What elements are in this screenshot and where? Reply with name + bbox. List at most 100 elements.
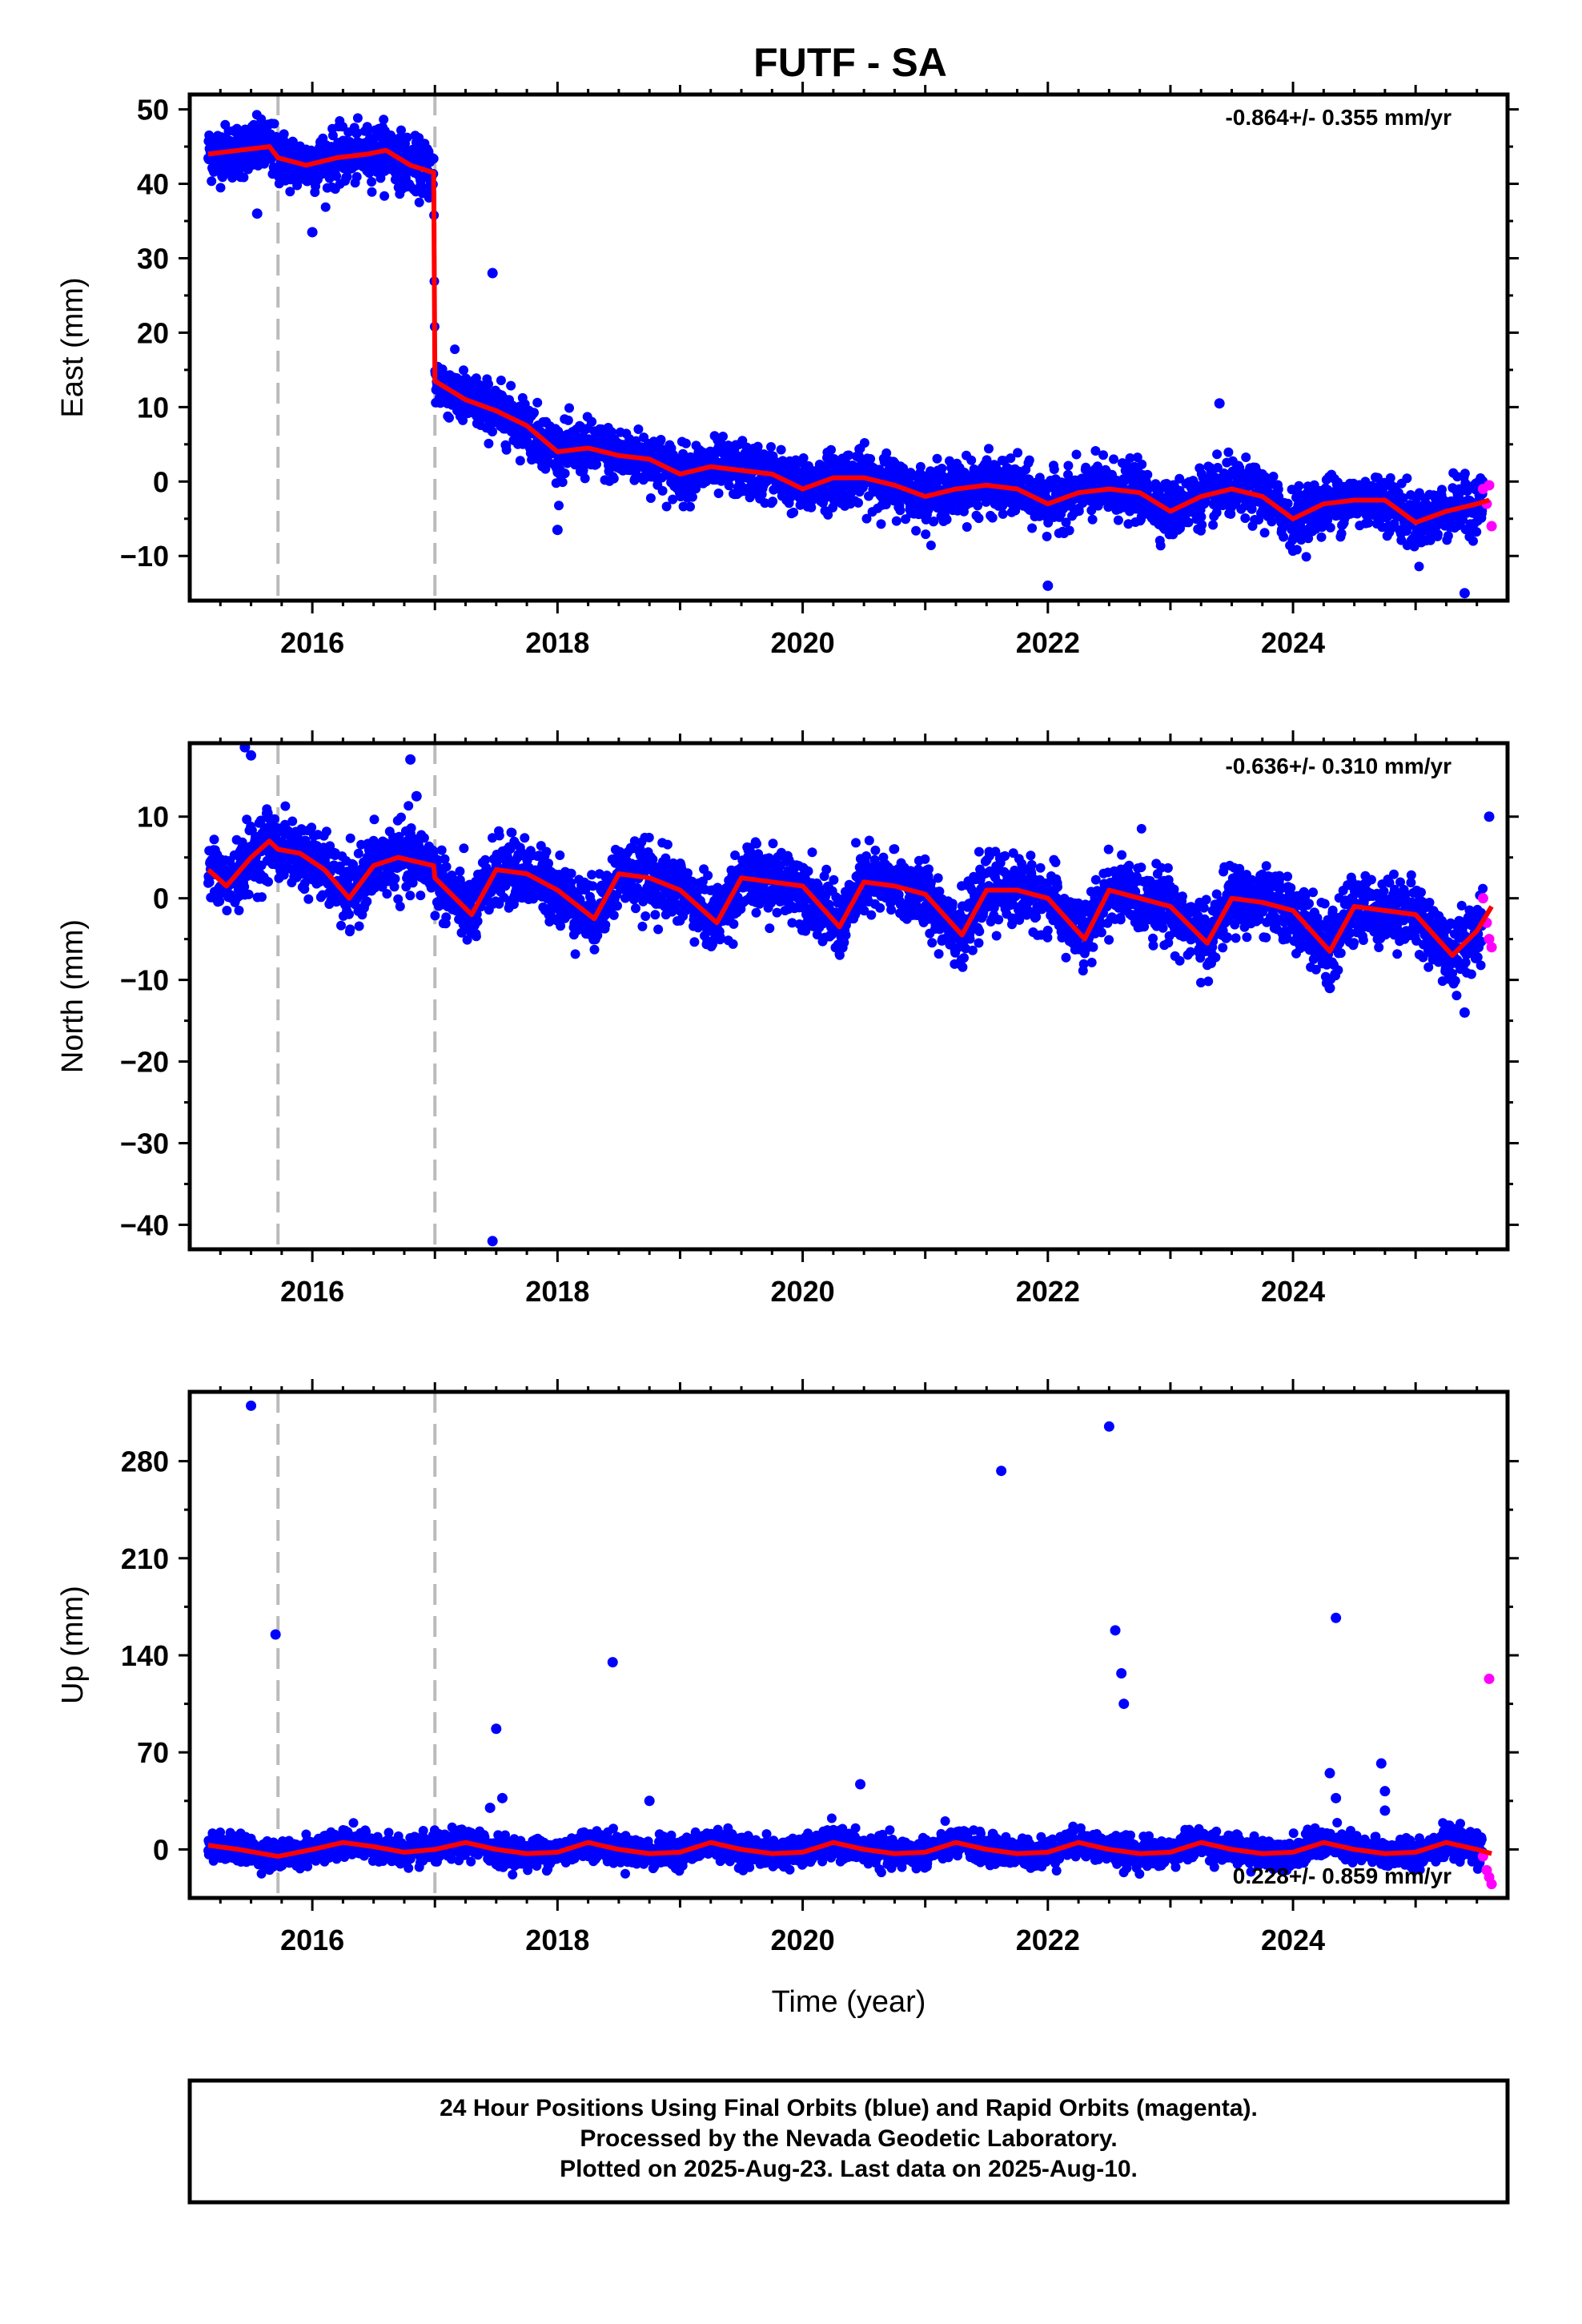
east-daily-point	[633, 424, 644, 434]
north-daily-point	[362, 896, 372, 907]
east-daily-point	[1294, 480, 1304, 491]
east-daily-point	[1174, 473, 1185, 484]
east-daily-point	[926, 541, 936, 550]
east-ytick-label: 0	[153, 465, 169, 498]
east-outlier-point	[487, 267, 498, 279]
east-daily-point	[1226, 509, 1236, 519]
north-daily-point	[263, 877, 273, 887]
east-daily-point	[444, 412, 454, 423]
east-daily-point	[390, 175, 400, 185]
east-daily-point	[874, 464, 885, 475]
north-daily-point	[416, 891, 426, 901]
east-daily-point	[1197, 520, 1207, 530]
east-daily-point	[685, 501, 695, 512]
east-daily-point	[1267, 517, 1277, 527]
east-daily-point	[921, 529, 931, 540]
east-daily-point	[560, 468, 570, 479]
east-daily-point	[1385, 472, 1395, 483]
north-daily-point	[321, 826, 331, 837]
east-daily-point	[798, 453, 809, 463]
north-plot-area	[203, 743, 1497, 1249]
east-ytick-label: 10	[137, 391, 169, 424]
east-daily-point	[1398, 493, 1408, 503]
east-daily-point	[1098, 450, 1108, 460]
east-daily-point	[1223, 447, 1234, 457]
east-daily-point	[1063, 460, 1074, 471]
east-daily-point	[766, 442, 776, 452]
east-daily-point	[563, 415, 573, 425]
east-daily-point	[823, 509, 833, 520]
east-daily-point	[1125, 453, 1135, 463]
east-daily-point	[1092, 461, 1102, 472]
east-daily-point	[973, 501, 983, 511]
east-daily-point	[1273, 485, 1283, 494]
east-daily-point	[942, 514, 952, 525]
east-daily-point	[379, 115, 389, 125]
east-daily-point	[1042, 531, 1052, 541]
east-outlier-point	[1214, 398, 1225, 409]
east-daily-point	[496, 376, 506, 385]
north-daily-point	[390, 874, 400, 884]
east-daily-point	[1087, 514, 1098, 525]
east-daily-point	[789, 507, 799, 517]
east-daily-point	[1155, 541, 1166, 551]
east-model-line	[207, 144, 1490, 525]
north-daily-point	[280, 801, 291, 811]
east-daily-point	[1142, 469, 1153, 480]
north-daily-point	[344, 909, 354, 919]
east-daily-point	[269, 119, 279, 129]
north-daily-point	[270, 814, 279, 824]
east-daily-point	[1027, 523, 1038, 533]
east-xtick-label: 2018	[525, 626, 589, 659]
east-rate-annotation: -0.864+/- 0.355 mm/yr	[1225, 105, 1452, 130]
east-daily-point	[1303, 533, 1314, 544]
east-daily-point	[1247, 504, 1257, 514]
east-outlier-point	[1042, 580, 1054, 591]
east-daily-point	[515, 456, 525, 466]
east-daily-point	[1024, 455, 1034, 465]
north-daily-point	[499, 892, 509, 903]
east-daily-point	[844, 450, 854, 460]
east-daily-point	[966, 455, 977, 465]
east-daily-point	[1402, 473, 1412, 484]
east-plot-area	[203, 94, 1497, 601]
figure-title: FUTF - SA	[753, 40, 947, 85]
north-daily-point	[408, 878, 418, 888]
east-daily-point	[553, 426, 564, 436]
north-daily-point	[222, 906, 232, 915]
east-daily-point	[1137, 459, 1147, 469]
east-daily-point	[974, 513, 984, 524]
east-outlier-point	[552, 525, 563, 536]
north-daily-point	[382, 889, 392, 899]
east-daily-point	[982, 455, 992, 465]
east-daily-point	[578, 464, 588, 475]
north-daily-point	[494, 830, 504, 841]
east-daily-point	[501, 444, 512, 455]
north-daily-point	[257, 892, 267, 903]
north-daily-point	[354, 921, 364, 931]
north-daily-point	[345, 833, 355, 843]
north-daily-point	[393, 894, 404, 904]
north-daily-point	[395, 901, 405, 911]
north-daily-point	[441, 912, 452, 923]
north-daily-point	[234, 905, 244, 915]
east-rapid-orbit-point	[1484, 480, 1495, 491]
east-daily-point	[279, 129, 289, 139]
east-daily-point	[768, 497, 778, 507]
east-daily-point	[1061, 517, 1071, 528]
east-ylabel: East (mm)	[56, 277, 90, 417]
north-daily-point	[471, 931, 481, 942]
east-daily-point	[1460, 468, 1470, 479]
north-daily-point	[243, 889, 254, 899]
east-daily-point	[592, 459, 601, 469]
north-daily-point	[336, 920, 346, 931]
north-daily-point	[204, 877, 215, 887]
east-daily-point	[554, 501, 564, 511]
east-daily-point	[1211, 508, 1222, 517]
east-daily-point	[506, 380, 516, 391]
east-daily-point	[984, 444, 994, 454]
east-daily-point	[1301, 552, 1311, 562]
east-daily-point	[1316, 532, 1327, 542]
north-daily-point	[462, 935, 472, 945]
